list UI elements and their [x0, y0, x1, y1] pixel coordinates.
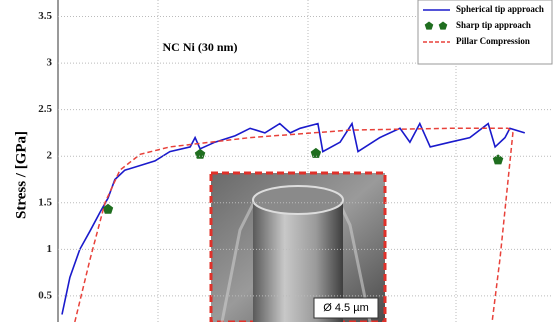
legend: Spherical tip approach Sharp tip approach…	[418, 0, 552, 64]
inset: Ø 4.5 µm	[211, 173, 385, 322]
y-tick-label: 2	[47, 150, 53, 162]
y-tick-label: 1.5	[38, 196, 52, 208]
annotation: NC Ni (30 nm)	[163, 40, 238, 54]
chart: Stress / [GPa] NC Ni (30 nm) Ø 4.5 µm 0.…	[0, 0, 553, 322]
y-tick-label: 1	[47, 243, 53, 255]
y-tick-label: 3	[47, 57, 53, 69]
legend-label: Spherical tip approach	[456, 4, 544, 14]
y-tick-label: 0.5	[38, 289, 52, 301]
marker	[493, 154, 504, 164]
legend-label: Sharp tip approach	[456, 20, 531, 30]
legend-label: Pillar Compression	[456, 36, 530, 46]
marker	[195, 149, 206, 159]
inset-label: Ø 4.5 µm	[323, 302, 368, 314]
y-tick-label: 2.5	[38, 103, 52, 115]
y-axis-title: Stress / [GPa]	[13, 131, 29, 219]
y-tick-label: 3.5	[38, 10, 52, 22]
